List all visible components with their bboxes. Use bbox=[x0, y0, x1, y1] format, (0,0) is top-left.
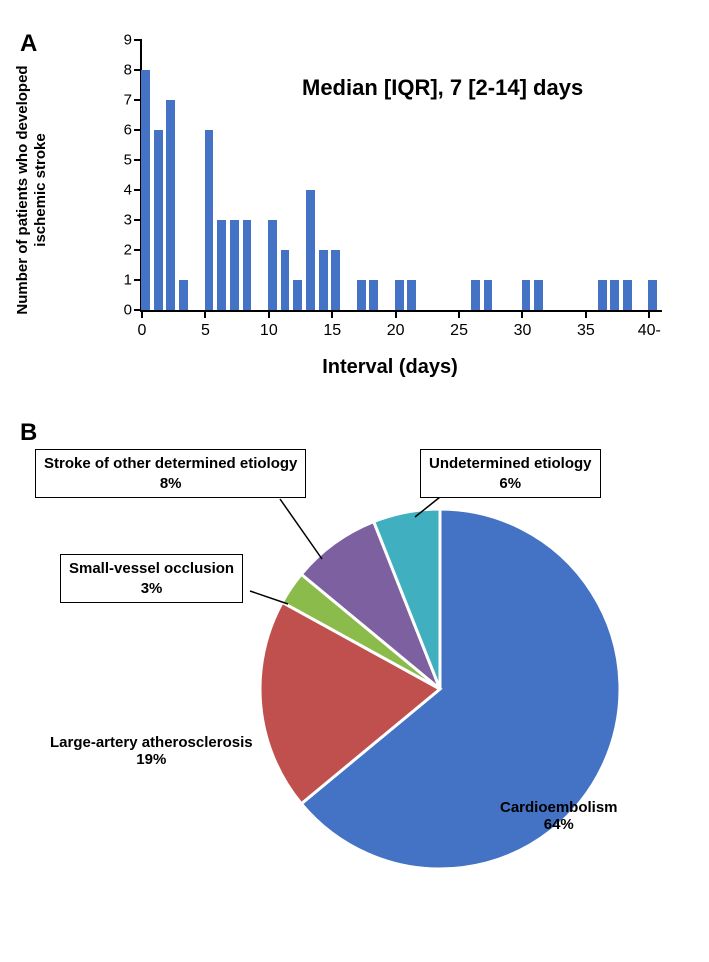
panel-a-label: A bbox=[20, 30, 37, 58]
y-tick-label: 0 bbox=[114, 302, 132, 319]
bar bbox=[154, 130, 163, 310]
pie-label: Undetermined etiology6% bbox=[420, 449, 601, 498]
x-tick bbox=[141, 310, 143, 318]
bar bbox=[281, 250, 290, 310]
y-tick-label: 9 bbox=[114, 32, 132, 49]
bar bbox=[598, 280, 607, 310]
panel-a: A Number of patients who developed ische… bbox=[20, 30, 689, 379]
bar bbox=[522, 280, 531, 310]
y-tick-label: 3 bbox=[114, 212, 132, 229]
y-tick-label: 2 bbox=[114, 242, 132, 259]
bar bbox=[331, 250, 340, 310]
pie-label-pct: 8% bbox=[44, 474, 297, 494]
pie-label: Stroke of other determined etiology8% bbox=[35, 449, 306, 498]
pie-label-name: Large-artery atherosclerosis bbox=[50, 734, 253, 751]
bar bbox=[166, 100, 175, 310]
bar bbox=[293, 280, 302, 310]
bar bbox=[369, 280, 378, 310]
pie-label: Small-vessel occlusion3% bbox=[60, 554, 243, 603]
bar bbox=[179, 280, 188, 310]
bar bbox=[610, 280, 619, 310]
x-tick-label: 10 bbox=[260, 322, 278, 340]
pie-label-pct: 19% bbox=[50, 751, 253, 768]
y-tick-label: 8 bbox=[114, 62, 132, 79]
bar bbox=[623, 280, 632, 310]
pie-label-name: Small-vessel occlusion bbox=[69, 559, 234, 579]
bar bbox=[141, 70, 150, 310]
pie-chart: Cardioembolism64% Large-artery atheroscle… bbox=[20, 419, 689, 879]
y-tick-label: 1 bbox=[114, 272, 132, 289]
pie-label-name: Undetermined etiology bbox=[429, 454, 592, 474]
bar bbox=[268, 220, 277, 310]
leader-line bbox=[280, 499, 322, 559]
x-tick-label: 40- bbox=[638, 322, 661, 340]
x-tick-label: 20 bbox=[387, 322, 405, 340]
x-tick-label: 30 bbox=[514, 322, 532, 340]
bar bbox=[357, 280, 366, 310]
pie-label-pct: 64% bbox=[500, 816, 618, 833]
x-tick-label: 0 bbox=[138, 322, 147, 340]
x-tick-label: 15 bbox=[323, 322, 341, 340]
bar bbox=[217, 220, 226, 310]
y-tick-label: 7 bbox=[114, 92, 132, 109]
pie-label: Cardioembolism64% bbox=[500, 799, 618, 833]
pie-label-name: Stroke of other determined etiology bbox=[44, 454, 297, 474]
x-tick bbox=[585, 310, 587, 318]
x-tick bbox=[395, 310, 397, 318]
bar bbox=[534, 280, 543, 310]
bar bbox=[319, 250, 328, 310]
x-axis-label: Interval (days) bbox=[110, 356, 670, 379]
bar bbox=[395, 280, 404, 310]
bar bbox=[648, 280, 657, 310]
bar bbox=[471, 280, 480, 310]
bar bbox=[306, 190, 315, 310]
bar bbox=[243, 220, 252, 310]
plot-area: Median [IQR], 7 [2-14] days 012345678905… bbox=[140, 40, 662, 312]
x-tick-label: 35 bbox=[577, 322, 595, 340]
y-tick-label: 5 bbox=[114, 152, 132, 169]
x-tick bbox=[331, 310, 333, 318]
panel-b: B Cardioembolism64%Large-artery atherosc… bbox=[20, 419, 689, 879]
pie-label: Large-artery atherosclerosis19% bbox=[50, 734, 253, 768]
chart-annotation: Median [IQR], 7 [2-14] days bbox=[302, 75, 583, 101]
bar bbox=[230, 220, 239, 310]
bar-chart: Number of patients who developed ischemi… bbox=[110, 30, 670, 350]
x-tick-label: 5 bbox=[201, 322, 210, 340]
y-tick bbox=[134, 39, 142, 41]
bar bbox=[205, 130, 214, 310]
x-tick bbox=[458, 310, 460, 318]
y-axis-label: Number of patients who developed ischemi… bbox=[14, 60, 50, 320]
y-tick-label: 6 bbox=[114, 122, 132, 139]
pie-label-pct: 3% bbox=[69, 579, 234, 599]
x-tick bbox=[268, 310, 270, 318]
y-tick-label: 4 bbox=[114, 182, 132, 199]
x-tick-label: 25 bbox=[450, 322, 468, 340]
pie-label-pct: 6% bbox=[429, 474, 592, 494]
bar bbox=[407, 280, 416, 310]
pie-label-name: Cardioembolism bbox=[500, 799, 618, 816]
x-tick bbox=[521, 310, 523, 318]
x-tick bbox=[648, 310, 650, 318]
leader-line bbox=[250, 591, 288, 604]
bar bbox=[484, 280, 493, 310]
x-tick bbox=[204, 310, 206, 318]
